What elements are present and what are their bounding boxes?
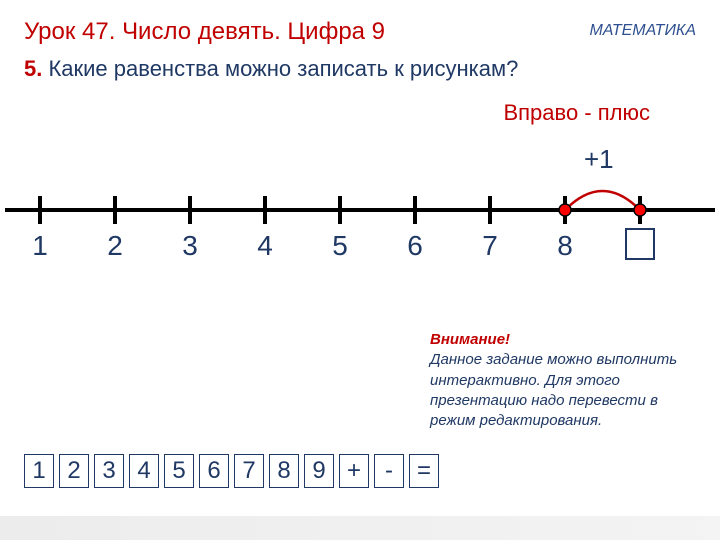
tile-5[interactable]: 5 [164, 454, 194, 488]
notice-block: Внимание! Данное задание можно выполнить… [430, 330, 690, 431]
tick-label: 3 [175, 230, 205, 262]
lesson-title: Урок 47. Число девять. Цифра 9 [24, 18, 385, 46]
tile-1[interactable]: 1 [24, 454, 54, 488]
tick-label: 7 [475, 230, 505, 262]
tile-8[interactable]: 8 [269, 454, 299, 488]
answer-box[interactable] [625, 228, 655, 260]
direction-hint: Вправо - плюс [503, 100, 650, 126]
tile-4[interactable]: 4 [129, 454, 159, 488]
notice-warning: Внимание! [430, 331, 510, 348]
tile--[interactable]: - [374, 454, 404, 488]
tick-label: 2 [100, 230, 130, 262]
number-line: 12345678 +1 [0, 150, 720, 270]
tile-9[interactable]: 9 [304, 454, 334, 488]
tile-3[interactable]: 3 [94, 454, 124, 488]
question-number: 5. [24, 56, 42, 81]
question-text: 5. Какие равенства можно записать к рису… [24, 56, 518, 82]
tile-=[interactable]: = [409, 454, 439, 488]
footer-bar [0, 516, 720, 540]
tick-label: 6 [400, 230, 430, 262]
notice-body: Данное задание можно выполнить интеракти… [430, 351, 677, 429]
operation-label: +1 [584, 144, 614, 175]
tick-label: 1 [25, 230, 55, 262]
tile-7[interactable]: 7 [234, 454, 264, 488]
subject-label: МАТЕМАТИКА [589, 22, 696, 40]
question-body: Какие равенства можно записать к рисунка… [42, 56, 518, 81]
tile-+[interactable]: + [339, 454, 369, 488]
tile-row: 123456789+-= [24, 454, 439, 488]
tile-2[interactable]: 2 [59, 454, 89, 488]
tile-6[interactable]: 6 [199, 454, 229, 488]
tick-label: 4 [250, 230, 280, 262]
tick-label: 8 [550, 230, 580, 262]
tick-label: 5 [325, 230, 355, 262]
